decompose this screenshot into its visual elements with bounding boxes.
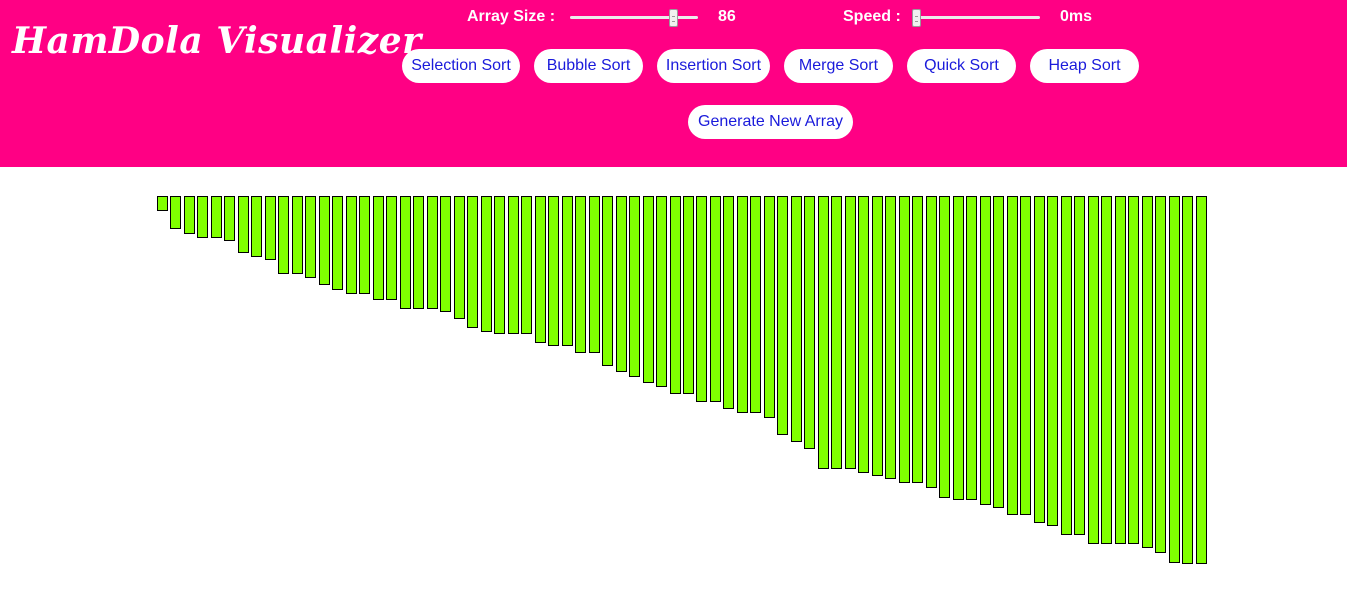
app-logo: HamDola Visualizer [12, 20, 422, 62]
array-bar [872, 196, 883, 476]
array-bar [777, 196, 788, 435]
array-bar [170, 196, 181, 229]
array-bar [966, 196, 977, 500]
array-bar [670, 196, 681, 394]
array-bar [1101, 196, 1112, 544]
array-bar [562, 196, 573, 346]
array-bar [292, 196, 303, 274]
array-bar [899, 196, 910, 483]
array-bar [1007, 196, 1018, 515]
array-bar [454, 196, 465, 319]
array-bar [224, 196, 235, 241]
array-bar [278, 196, 289, 274]
array-bar [238, 196, 249, 253]
array-bar [1074, 196, 1085, 535]
array-bar [1155, 196, 1166, 553]
speed-label: Speed : [843, 8, 901, 25]
array-bar [656, 196, 667, 387]
array-bar [467, 196, 478, 328]
array-bar [643, 196, 654, 383]
array-bar [413, 196, 424, 309]
array-bar [1142, 196, 1153, 548]
speed-slider-track [912, 16, 1040, 19]
array-bar [251, 196, 262, 257]
array-bar [1196, 196, 1207, 564]
array-bars-container [157, 196, 1209, 566]
header-bar: HamDola Visualizer Array Size : 86 Speed… [0, 0, 1347, 167]
array-bar [184, 196, 195, 234]
array-bar [548, 196, 559, 346]
array-size-slider[interactable] [570, 9, 698, 27]
array-bar [1088, 196, 1099, 544]
array-bar [1182, 196, 1193, 564]
array-bar [1169, 196, 1180, 563]
array-bar [602, 196, 613, 366]
array-bar [980, 196, 991, 505]
array-bar [265, 196, 276, 260]
selection-sort-button[interactable]: Selection Sort [402, 49, 520, 83]
array-bar [535, 196, 546, 343]
array-bar [804, 196, 815, 449]
array-bar [508, 196, 519, 334]
insertion-sort-button[interactable]: Insertion Sort [657, 49, 770, 83]
array-bar [1128, 196, 1139, 544]
array-size-slider-track [570, 16, 698, 19]
array-bar [737, 196, 748, 413]
array-bar [818, 196, 829, 469]
array-bar [521, 196, 532, 334]
array-bar [616, 196, 627, 372]
array-bar [764, 196, 775, 418]
array-bar [885, 196, 896, 479]
array-bar [359, 196, 370, 294]
array-bar [346, 196, 357, 294]
array-bar [791, 196, 802, 442]
array-size-label: Array Size : [467, 8, 556, 25]
array-bar [1047, 196, 1058, 526]
array-bar [305, 196, 316, 278]
array-bar [1034, 196, 1045, 523]
array-bar [319, 196, 330, 285]
heap-sort-button[interactable]: Heap Sort [1030, 49, 1139, 83]
array-bar [400, 196, 411, 309]
array-bar [750, 196, 761, 413]
speed-slider-thumb[interactable] [912, 9, 921, 27]
array-bar [723, 196, 734, 409]
array-bar [494, 196, 505, 334]
array-bar [211, 196, 222, 238]
array-size-value: 86 [718, 8, 736, 25]
quick-sort-button[interactable]: Quick Sort [907, 49, 1016, 83]
array-bar [440, 196, 451, 312]
array-bar [831, 196, 842, 469]
array-bar [373, 196, 384, 300]
array-bar [481, 196, 492, 332]
speed-value: 0ms [1060, 8, 1093, 25]
generate-new-array-button[interactable]: Generate New Array [688, 105, 853, 139]
array-bar [845, 196, 856, 469]
array-bar [1061, 196, 1072, 535]
array-bar [157, 196, 168, 211]
array-bar [993, 196, 1004, 508]
array-bar [1020, 196, 1031, 515]
array-bar [386, 196, 397, 300]
array-bar [912, 196, 923, 483]
array-bar [953, 196, 964, 500]
array-bar [710, 196, 721, 402]
array-size-slider-thumb[interactable] [669, 9, 678, 27]
array-bar [939, 196, 950, 498]
array-bar [589, 196, 600, 353]
array-bar [197, 196, 208, 238]
speed-slider[interactable] [912, 9, 1040, 27]
array-bar [1115, 196, 1126, 544]
array-bar [332, 196, 343, 290]
array-bar [696, 196, 707, 402]
array-bar [427, 196, 438, 309]
array-bar [926, 196, 937, 488]
array-bar [629, 196, 640, 377]
array-bar [858, 196, 869, 473]
array-bar [683, 196, 694, 394]
bubble-sort-button[interactable]: Bubble Sort [534, 49, 643, 83]
merge-sort-button[interactable]: Merge Sort [784, 49, 893, 83]
array-bar [575, 196, 586, 353]
